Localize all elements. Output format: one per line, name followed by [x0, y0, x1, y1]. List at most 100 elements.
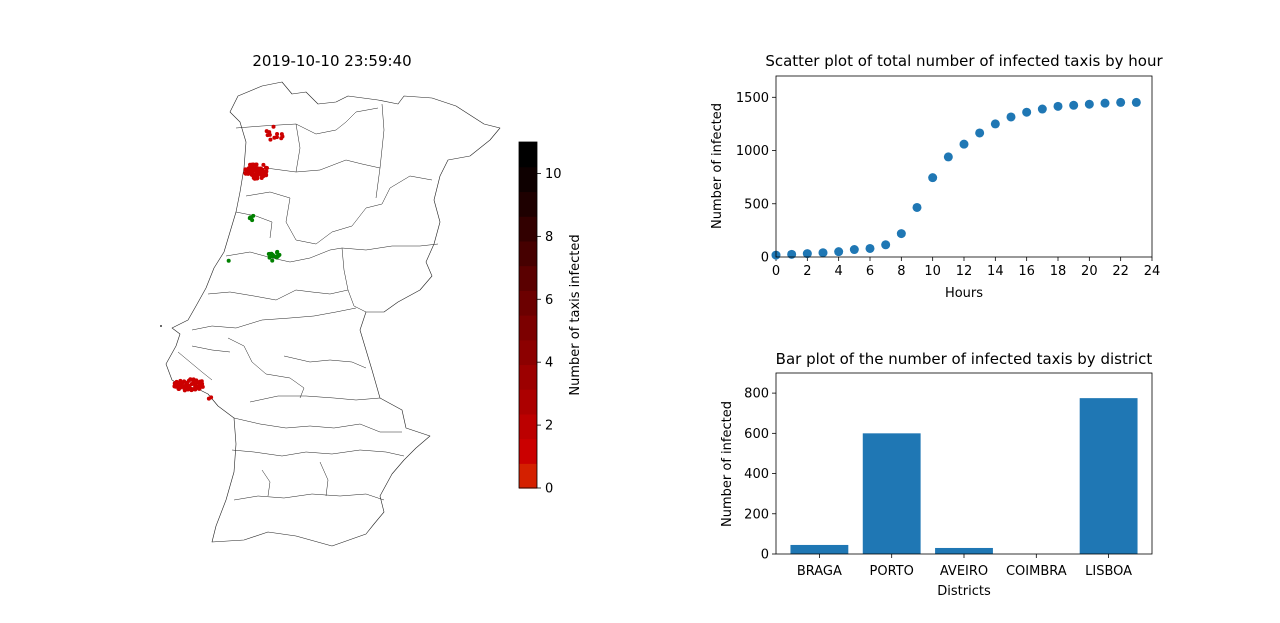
bar	[862, 433, 921, 554]
infected-taxi-marker	[193, 384, 198, 389]
scatter-panel: Scatter plot of total number of infected…	[710, 52, 1163, 301]
scatter-point	[1037, 104, 1047, 114]
scatter-point	[975, 128, 985, 138]
infected-taxi-marker	[251, 167, 256, 172]
scatter-point	[1069, 100, 1079, 110]
scatter-point	[943, 152, 953, 162]
bar-ytick-label: 400	[744, 467, 769, 482]
bar-title: Bar plot of the number of infected taxis…	[776, 350, 1153, 368]
scatter-point	[849, 245, 859, 255]
scatter-xtick-label: 20	[1081, 264, 1098, 279]
healthy-taxi-marker	[275, 250, 280, 255]
scatter-point	[928, 173, 938, 183]
colorbar-frame	[518, 141, 538, 489]
scatter-ytick-label: 1000	[736, 144, 769, 159]
colorbar-band	[519, 438, 537, 464]
scatter-xtick-label: 22	[1112, 264, 1129, 279]
scatter-xtick-label: 18	[1050, 264, 1067, 279]
scatter-ytick-label: 1500	[736, 91, 769, 106]
colorbar-ticks: 0 2 4 6 8 10	[537, 167, 562, 497]
scatter-xtick-label: 14	[987, 264, 1004, 279]
scatter-point	[787, 249, 797, 259]
infected-taxi-marker	[200, 381, 205, 386]
colorbar: 0 2 4 6 8 10 Number of taxis infected	[518, 141, 583, 497]
scatter-xtick-label: 6	[866, 264, 874, 279]
bar-category-label: COIMBRA	[1006, 564, 1067, 579]
colorbar-band	[519, 166, 537, 193]
map-title: 2019-10-10 23:59:40	[252, 52, 411, 70]
scatter-point	[1131, 97, 1141, 107]
colorbar-band	[519, 315, 537, 341]
infected-taxi-marker	[248, 162, 253, 167]
infected-taxi-marker	[206, 396, 211, 401]
infected-taxi-marker	[267, 130, 272, 135]
scatter-point	[912, 202, 922, 212]
infected-taxi-marker	[200, 384, 205, 389]
colorbar-tick-label: 6	[545, 293, 553, 308]
bar	[1079, 398, 1138, 554]
infected-taxi-marker	[173, 384, 178, 389]
scatter-point	[1006, 112, 1016, 122]
bar	[935, 547, 993, 554]
colorbar-band	[519, 290, 537, 316]
healthy-taxi-marker	[270, 258, 275, 263]
colorbar-tick-label: 10	[545, 167, 562, 182]
colorbar-band	[519, 142, 537, 168]
scatter-point	[802, 249, 812, 259]
infected-taxi-marker	[260, 170, 265, 175]
scatter-xlabel: Hours	[945, 286, 983, 301]
colorbar-band	[519, 265, 537, 291]
scatter-point	[896, 229, 906, 239]
scatter-xtick-label: 10	[924, 264, 941, 279]
scatter-xtick-label: 12	[956, 264, 973, 279]
scatter-xtick-label: 4	[835, 264, 843, 279]
scatter-point	[1022, 107, 1032, 117]
infected-taxi-marker	[271, 124, 276, 129]
scatter-point	[990, 119, 1000, 129]
colorbar-band	[519, 339, 537, 366]
scatter-point	[959, 139, 969, 149]
taxi-markers	[172, 124, 285, 401]
bar-plot-area: 0 200 400 600 800 BRAGA PORTO AVEIRO COIMBRA LISB…	[744, 387, 1138, 579]
scatter-xtick-label: 2	[803, 264, 811, 279]
colorbar-tick-label: 4	[545, 356, 553, 371]
bar	[790, 544, 849, 554]
scatter-point	[881, 240, 891, 250]
colorbar-gradient	[519, 142, 537, 489]
healthy-taxi-marker	[267, 255, 272, 260]
colorbar-band	[519, 413, 537, 440]
bar-ytick-label: 200	[744, 507, 769, 522]
bar-panel: Bar plot of the number of infected taxis…	[720, 350, 1152, 599]
infected-taxi-marker	[243, 167, 248, 172]
infected-taxi-marker	[251, 162, 256, 167]
scatter-xtick-label: 24	[1144, 264, 1161, 279]
infected-taxi-marker	[246, 166, 251, 171]
colorbar-band	[519, 191, 537, 217]
infected-taxi-marker	[188, 377, 193, 382]
bar-ytick-label: 0	[761, 548, 769, 563]
portugal-map	[160, 81, 501, 547]
scatter-axes-frame	[775, 75, 1153, 258]
colorbar-tick-label: 2	[545, 419, 553, 434]
bar-category-label: AVEIRO	[940, 564, 988, 579]
healthy-taxi-marker	[275, 254, 280, 259]
colorbar-band	[519, 389, 537, 415]
infected-taxi-marker	[250, 170, 255, 175]
infected-taxi-marker	[268, 137, 273, 142]
infected-taxi-marker	[279, 132, 284, 137]
district-borders	[177, 103, 439, 501]
infected-taxi-marker	[264, 169, 269, 174]
scatter-ytick-label: 0	[761, 251, 769, 266]
colorbar-tick-label: 8	[545, 230, 553, 245]
infected-taxi-marker	[275, 132, 280, 137]
bar-ytick-label: 800	[744, 387, 769, 402]
colorbar-tick-label: 0	[545, 482, 553, 497]
scatter-point	[865, 243, 875, 253]
infected-taxi-marker	[274, 135, 279, 140]
infected-taxi-marker	[243, 171, 248, 176]
colorbar-band	[519, 216, 537, 242]
bar-axes-frame	[775, 372, 1153, 555]
infected-taxi-marker	[255, 166, 260, 171]
